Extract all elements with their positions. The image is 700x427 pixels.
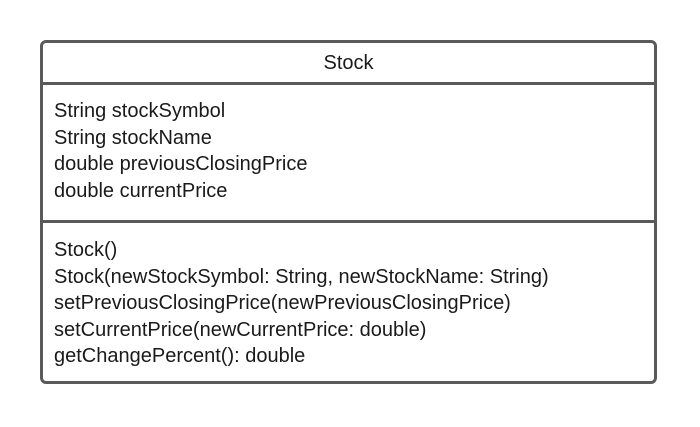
attributes-compartment: String stockSymbol String stockName doub… xyxy=(43,85,654,223)
method-item: Stock() xyxy=(54,239,118,261)
class-name-compartment: Stock xyxy=(43,43,654,85)
method-item: setCurrentPrice(newCurrentPrice: double) xyxy=(54,318,427,341)
attribute-item: double previousClosingPrice xyxy=(54,153,308,176)
method-item: setPreviousClosingPrice(newPreviousClosi… xyxy=(54,292,511,315)
method-item: Stock(newStockSymbol: String, newStockNa… xyxy=(54,265,549,288)
uml-class-box: Stock String stockSymbol String stockNam… xyxy=(40,40,657,384)
attribute-item: String stockSymbol xyxy=(54,100,226,122)
attribute-item: String stockName xyxy=(54,126,212,149)
class-name: Stock xyxy=(323,52,374,74)
methods-compartment: Stock() Stock(newStockSymbol: String, ne… xyxy=(43,223,654,370)
method-item: getChangePercent(): double xyxy=(54,345,306,368)
attribute-item: double currentPrice xyxy=(54,179,228,202)
